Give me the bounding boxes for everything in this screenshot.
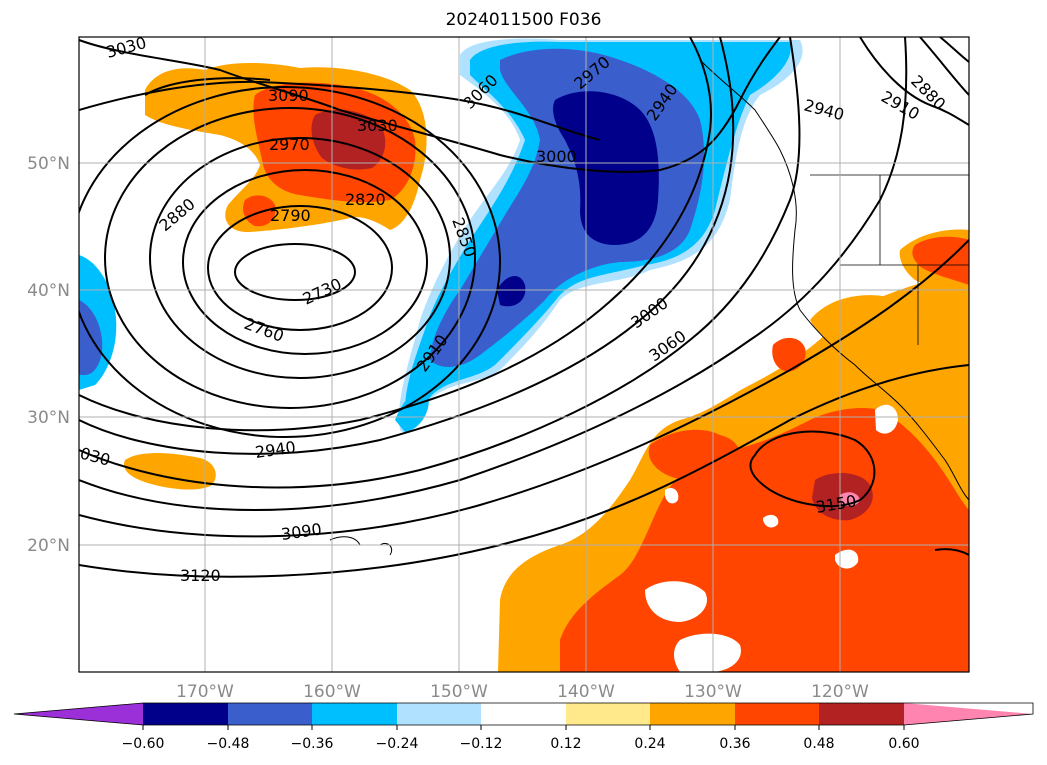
colorbar-segment: [397, 703, 481, 725]
colorbar-tick: −0.12: [460, 736, 503, 752]
colorbar-segment: [143, 703, 228, 725]
lon-label: 130°W: [684, 682, 742, 702]
colorbar-extend-low: [14, 703, 143, 725]
contour-label: 2820: [345, 190, 386, 209]
colorbar-tick: −0.24: [376, 736, 419, 752]
latitude-labels: 50°N 40°N 30°N 20°N: [27, 154, 70, 556]
colorbar-tick: −0.36: [291, 736, 334, 752]
contour-label: 2970: [269, 135, 310, 154]
gridlines: [79, 37, 969, 672]
colorbar-segment: [566, 703, 650, 725]
colorbar-extend-high: [904, 703, 1033, 725]
map-frame: [78, 36, 970, 673]
lat-label: 30°N: [27, 408, 70, 428]
map-panel: [79, 37, 969, 672]
positive-anomaly-fill: [124, 63, 969, 672]
lon-label: 160°W: [303, 682, 361, 702]
contour-label: 3030: [357, 116, 398, 135]
lon-label: 120°W: [811, 682, 869, 702]
colorbar-segment: [735, 703, 819, 725]
longitude-labels: 170°W 160°W 150°W 140°W 130°W 120°W: [176, 682, 869, 702]
colorbar-tick: 0.48: [803, 736, 834, 752]
contour-2730: [234, 243, 356, 301]
contour-label: 3000: [536, 147, 577, 166]
colorbar-tick: 0.12: [550, 736, 581, 752]
lat-label: 50°N: [27, 154, 70, 174]
lon-label: 150°W: [430, 682, 488, 702]
colorbar-tick: 0.60: [888, 736, 919, 752]
colorbar-segment: [819, 703, 904, 725]
contour-label: 3090: [268, 86, 309, 105]
colorbar-segment: [228, 703, 312, 725]
contour-label: 2790: [270, 206, 311, 225]
colorbar-tick: 0.36: [719, 736, 750, 752]
height-contours: [79, 37, 969, 578]
colorbar: −0.60 −0.48 −0.36 −0.24 −0.12 0.12 0.24 …: [13, 702, 1034, 752]
colorbar-segment: [481, 703, 566, 725]
colorbar-tick: −0.48: [207, 736, 250, 752]
colorbar-segment: [650, 703, 735, 725]
lat-label: 40°N: [27, 281, 70, 301]
coastlines: [329, 59, 969, 556]
contour-label: 3120: [180, 566, 221, 585]
colorbar-tick: −0.60: [122, 736, 165, 752]
colorbar-tick: 0.24: [634, 736, 665, 752]
lon-label: 140°W: [557, 682, 615, 702]
map-title: 2024011500 F036: [445, 10, 602, 30]
lon-label: 170°W: [176, 682, 234, 702]
colorbar-segment: [312, 703, 397, 725]
lat-label: 20°N: [27, 536, 70, 556]
contour-3150: [749, 430, 876, 507]
